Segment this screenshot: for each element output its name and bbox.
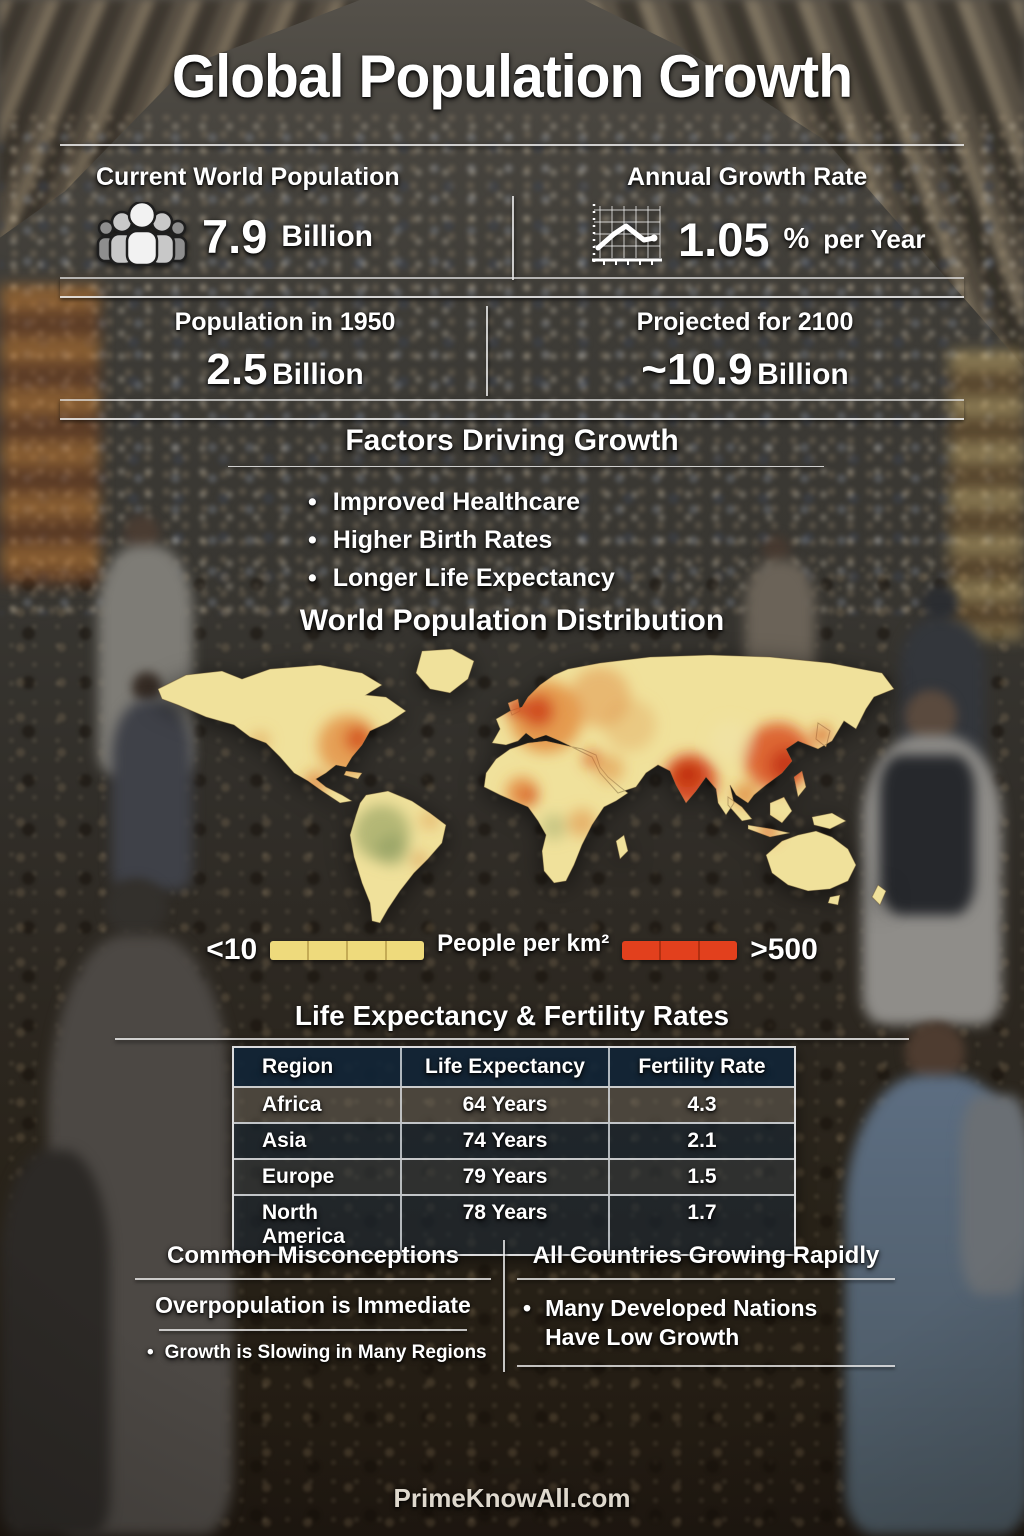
legend-low-density-bar bbox=[270, 940, 425, 960]
cell-life-expectancy: 64 Years bbox=[400, 1088, 608, 1122]
legend-max-label: >500 bbox=[750, 933, 818, 966]
map-legend: <10 People per km² >500 bbox=[0, 930, 1024, 967]
stat-current-population: Current World Population 7.9 Billion bbox=[96, 163, 496, 271]
divider bbox=[503, 1240, 505, 1372]
cell-fertility-rate: 1.5 bbox=[608, 1160, 794, 1194]
cell-fertility-rate: 1.7 bbox=[608, 1196, 794, 1254]
table-header-row: Region Life Expectancy Fertility Rate bbox=[234, 1048, 794, 1086]
stat-value: 1.05 bbox=[678, 213, 770, 266]
stat-label: Population in 1950 bbox=[174, 308, 396, 336]
stat-unit: Billion bbox=[271, 358, 364, 391]
column-header: Region bbox=[262, 1055, 334, 1078]
background-person bbox=[762, 535, 790, 563]
stat-label: Current World Population bbox=[96, 163, 400, 191]
line-chart-icon bbox=[588, 202, 664, 277]
misconception-fact: Many Developed Nations Have Low Growth bbox=[523, 1294, 853, 1352]
stat-value: 2.5 bbox=[206, 345, 268, 394]
column-header: Life Expectancy bbox=[400, 1048, 608, 1086]
background-person bbox=[124, 515, 160, 551]
world-population-density-map bbox=[130, 645, 910, 930]
list-item: Longer Life Expectancy bbox=[308, 564, 615, 593]
divider bbox=[135, 1278, 491, 1280]
divider bbox=[115, 1038, 909, 1040]
table-row: North America 78 Years 1.7 bbox=[234, 1194, 794, 1254]
factors-title: Factors Driving Growth bbox=[345, 424, 679, 457]
map-title: World Population Distribution bbox=[299, 604, 725, 637]
divider bbox=[228, 466, 824, 467]
divider bbox=[159, 1329, 467, 1331]
table-title: Life Expectancy & Fertility Rates bbox=[294, 1000, 730, 1031]
cell-region: Europe bbox=[262, 1165, 335, 1188]
legend-unit-label: People per km² bbox=[437, 930, 610, 957]
life-expectancy-fertility-table: Region Life Expectancy Fertility Rate Af… bbox=[232, 1046, 796, 1256]
cell-region: Africa bbox=[262, 1093, 322, 1116]
divider bbox=[486, 306, 488, 396]
cell-fertility-rate: 2.1 bbox=[608, 1124, 794, 1158]
footer-site: PrimeKnowAll.com bbox=[393, 1483, 631, 1513]
cell-region: Asia bbox=[262, 1129, 307, 1152]
misconception-fact: Growth is Slowing in Many Regions bbox=[147, 1342, 491, 1364]
background-person bbox=[905, 690, 957, 742]
stat-population-1950: Population in 1950 2.5 Billion bbox=[70, 308, 500, 395]
stat-growth-rate: Annual Growth Rate bbox=[588, 163, 988, 277]
table-row: Africa 64 Years 4.3 bbox=[234, 1086, 794, 1122]
stat-label: Annual Growth Rate bbox=[627, 163, 868, 191]
cell-life-expectancy: 79 Years bbox=[400, 1160, 608, 1194]
cell-region: North America bbox=[262, 1201, 345, 1248]
stat-label: Projected for 2100 bbox=[636, 308, 854, 336]
list-item: Improved Healthcare bbox=[308, 488, 615, 517]
misconceptions-title: Common Misconceptions bbox=[166, 1242, 460, 1269]
divider bbox=[60, 277, 964, 298]
divider bbox=[517, 1278, 895, 1280]
list-item: Higher Birth Rates bbox=[308, 526, 615, 555]
misconceptions-left: Common Misconceptions Overpopulation is … bbox=[135, 1242, 491, 1364]
cell-life-expectancy: 74 Years bbox=[400, 1124, 608, 1158]
misconceptions-right: All Countries Growing Rapidly Many Devel… bbox=[517, 1242, 895, 1367]
stat-unit: Billion bbox=[757, 358, 849, 391]
divider bbox=[60, 399, 964, 420]
stat-value: ~10.9 bbox=[641, 345, 753, 394]
stat-value: 7.9 bbox=[202, 210, 268, 263]
legend-high-density-bar bbox=[622, 940, 738, 960]
divider bbox=[60, 144, 964, 146]
stat-projected-2100: Projected for 2100 ~10.9 Billion bbox=[530, 308, 960, 395]
factors-list: Improved Healthcare Higher Birth Rates L… bbox=[308, 479, 615, 602]
cell-fertility-rate: 4.3 bbox=[608, 1088, 794, 1122]
backpack-shape bbox=[960, 1095, 1024, 1295]
table-row: Europe 79 Years 1.5 bbox=[234, 1158, 794, 1194]
cell-life-expectancy: 78 Years bbox=[400, 1196, 608, 1254]
divider bbox=[517, 1364, 895, 1367]
stat-unit: Billion bbox=[281, 219, 373, 253]
market-stall-right bbox=[949, 350, 1024, 640]
background-person bbox=[900, 618, 985, 788]
misconception-item: Overpopulation is Immediate bbox=[155, 1292, 471, 1318]
table-row: Asia 74 Years 2.1 bbox=[234, 1122, 794, 1158]
percent-sign: % bbox=[783, 223, 810, 255]
misconception-claim: All Countries Growing Rapidly bbox=[532, 1242, 880, 1269]
divider bbox=[512, 196, 514, 280]
page-title: Global Population Growth bbox=[171, 43, 853, 110]
people-group-icon bbox=[96, 200, 188, 271]
background-person bbox=[0, 1150, 110, 1536]
stat-suffix: per Year bbox=[823, 224, 926, 254]
column-header: Fertility Rate bbox=[608, 1048, 794, 1086]
legend-min-label: <10 bbox=[206, 933, 258, 966]
